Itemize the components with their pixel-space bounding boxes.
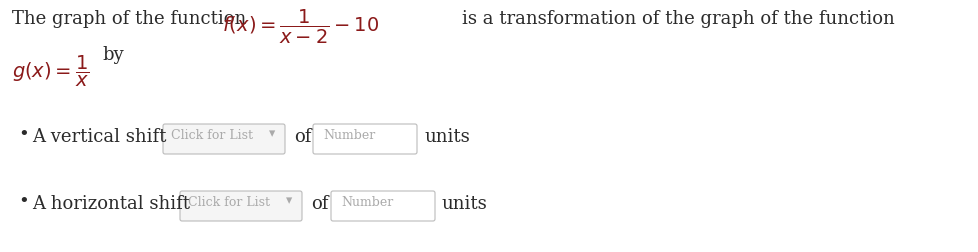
Text: •: • bbox=[18, 193, 28, 211]
Text: A vertical shift: A vertical shift bbox=[32, 128, 166, 146]
Text: ▾: ▾ bbox=[286, 194, 292, 207]
Text: The graph of the function: The graph of the function bbox=[12, 10, 246, 28]
Text: units: units bbox=[440, 195, 486, 213]
Text: of: of bbox=[293, 128, 311, 146]
Text: Click for List: Click for List bbox=[188, 196, 270, 209]
Text: Number: Number bbox=[323, 129, 375, 142]
Text: units: units bbox=[423, 128, 469, 146]
Text: Number: Number bbox=[340, 196, 393, 209]
Text: Click for List: Click for List bbox=[171, 129, 252, 142]
Text: A horizontal shift: A horizontal shift bbox=[32, 195, 190, 213]
Text: •: • bbox=[18, 126, 28, 144]
FancyBboxPatch shape bbox=[313, 124, 417, 154]
Text: $f(x) = \dfrac{1}{x-2} - 10$: $f(x) = \dfrac{1}{x-2} - 10$ bbox=[222, 8, 378, 46]
Text: by: by bbox=[102, 46, 123, 64]
Text: of: of bbox=[311, 195, 328, 213]
FancyBboxPatch shape bbox=[331, 191, 434, 221]
FancyBboxPatch shape bbox=[180, 191, 301, 221]
Text: $g(x) = \dfrac{1}{x}$: $g(x) = \dfrac{1}{x}$ bbox=[12, 54, 89, 89]
Text: is a transformation of the graph of the function: is a transformation of the graph of the … bbox=[462, 10, 894, 28]
FancyBboxPatch shape bbox=[162, 124, 285, 154]
Text: ▾: ▾ bbox=[269, 127, 275, 140]
